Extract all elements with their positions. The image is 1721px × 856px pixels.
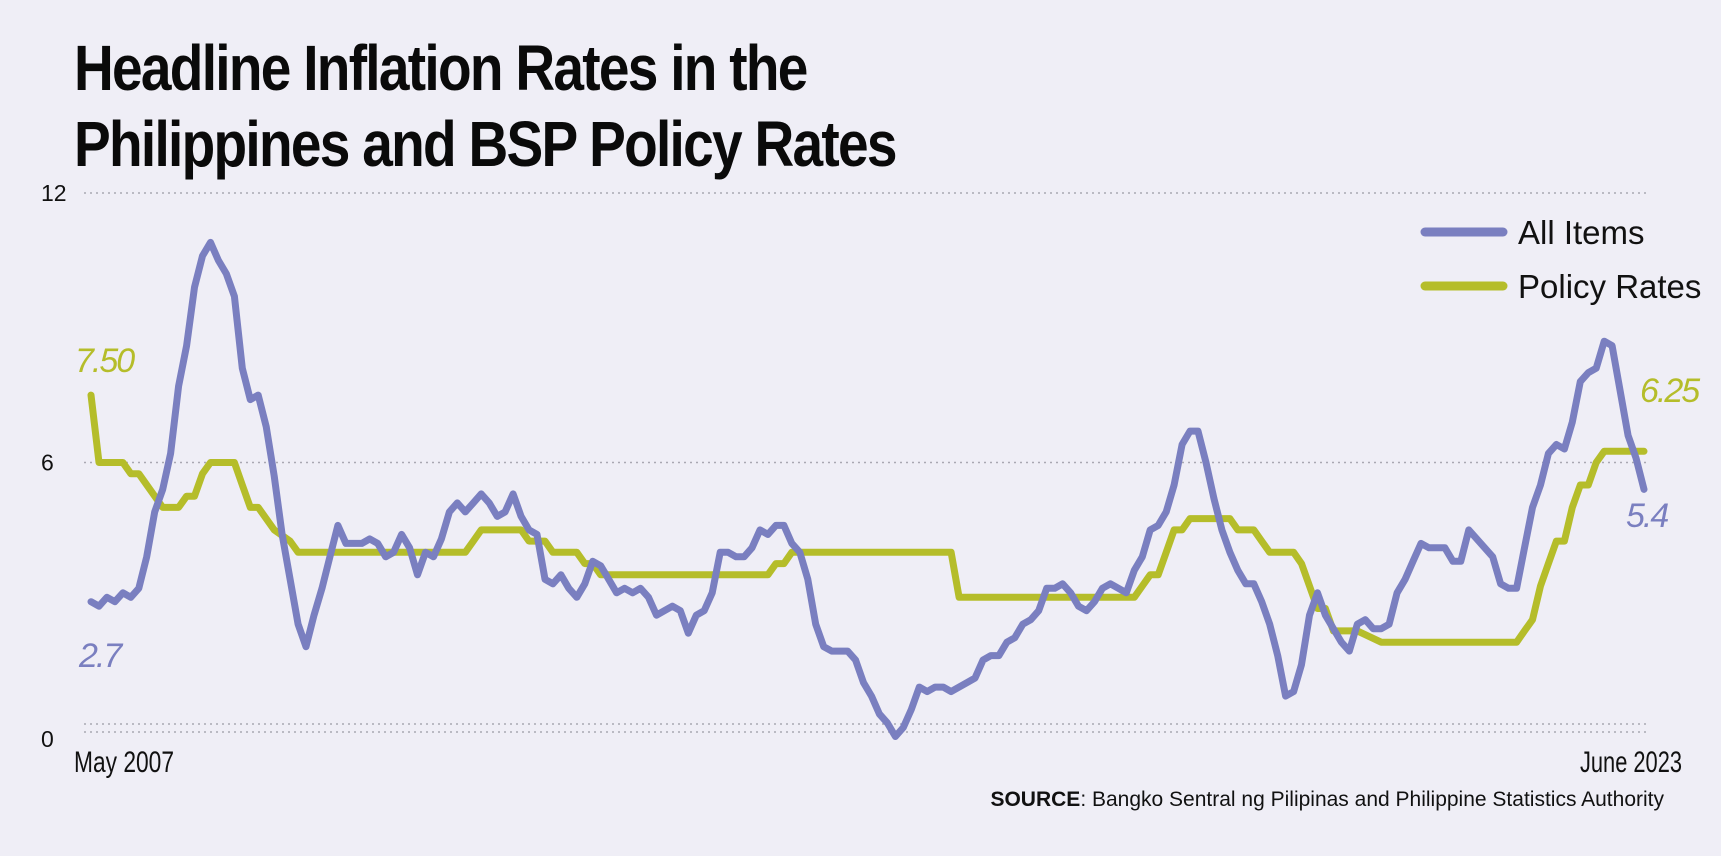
policy-rates-end-label: 6.25 — [1640, 372, 1700, 410]
legend-policy-rates-label: Policy Rates — [1518, 268, 1701, 305]
y-tick-label-0: 0 — [41, 726, 54, 752]
all-items-end-label: 5.4 — [1626, 497, 1668, 535]
all-items-start-label: 2.7 — [78, 637, 123, 675]
source-text: : Bangko Sentral ng Pilipinas and Philip… — [1080, 788, 1664, 811]
chart-title: Headline Inflation Rates in the Philippi… — [74, 30, 898, 182]
series-line-all-items — [87, 238, 1648, 740]
x-end-label: June 2023 — [1580, 746, 1682, 779]
series-line-policy-rates — [87, 391, 1648, 646]
y-tick-label-6: 6 — [41, 450, 54, 476]
chart-title-line-1: Headline Inflation Rates in the — [74, 32, 808, 104]
policy-rates-start-label: 7.50 — [75, 342, 135, 380]
legend: All Items Policy Rates — [1420, 214, 1701, 305]
source-label: SOURCE — [990, 788, 1081, 811]
chart-title-line-2: Philippines and BSP Policy Rates — [74, 108, 898, 180]
legend-all-items-label: All Items — [1518, 214, 1645, 251]
source-note: SOURCE: Bangko Sentral ng Pilipinas and … — [990, 788, 1664, 812]
x-start-label: May 2007 — [74, 746, 174, 779]
y-tick-label-12: 12 — [41, 180, 67, 206]
